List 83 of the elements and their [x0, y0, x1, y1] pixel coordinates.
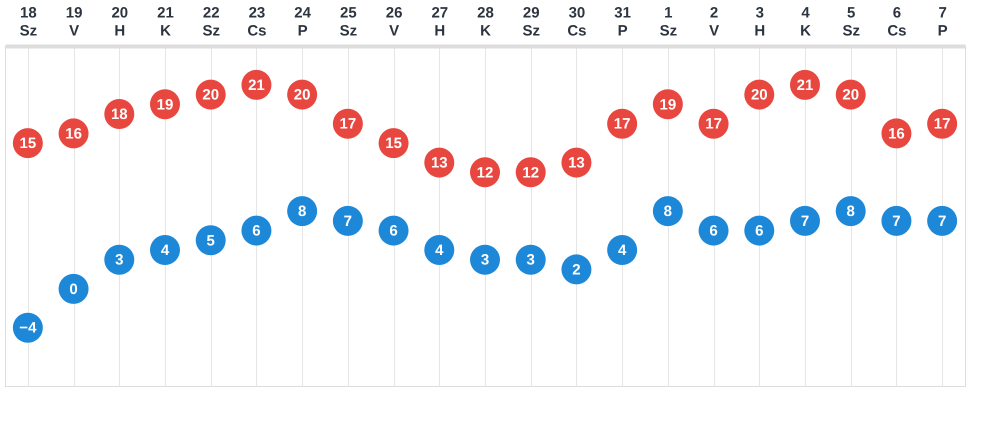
- x-tick-label: 20 H: [111, 4, 128, 40]
- data-label: 2: [572, 261, 581, 278]
- point: [744, 216, 774, 246]
- data-label: 20: [750, 86, 768, 104]
- data-label: 0: [69, 280, 78, 298]
- data-label: 4: [160, 242, 170, 259]
- x-tick-label: 18 Sz: [20, 4, 38, 40]
- x-tick-label: 6 Cs: [887, 4, 907, 40]
- point: [241, 216, 272, 246]
- data-label: 20: [842, 86, 860, 104]
- point: [104, 244, 134, 275]
- x-tick-label: 1 Sz: [660, 4, 678, 40]
- x-tick-label: 2 V: [709, 4, 720, 40]
- point: [927, 206, 958, 236]
- data-label: 17: [614, 116, 630, 133]
- data-label: 6: [755, 222, 764, 240]
- data-label: −4: [19, 320, 38, 337]
- data-label: 3: [526, 252, 535, 269]
- data-label: 15: [20, 135, 36, 152]
- data-label: 19: [156, 96, 174, 114]
- data-label: 20: [202, 86, 220, 104]
- data-label: 20: [294, 86, 310, 104]
- point: [607, 235, 638, 265]
- data-label: 17: [934, 116, 950, 133]
- point: [516, 244, 546, 275]
- data-label: 8: [846, 203, 855, 220]
- x-tick-label: 27 H: [431, 4, 448, 40]
- point: [150, 235, 180, 265]
- data-label: 6: [252, 222, 261, 240]
- point: [561, 254, 592, 284]
- x-tick-label: 31 P: [614, 4, 631, 40]
- data-label: 6: [389, 222, 398, 240]
- data-label: 6: [709, 222, 718, 240]
- data-label: 12: [476, 164, 494, 182]
- point: [332, 206, 363, 236]
- point: [470, 244, 500, 275]
- x-tick-label: 30 Cs: [567, 4, 587, 40]
- point: [287, 196, 318, 226]
- data-label: 15: [385, 135, 402, 152]
- data-label: 7: [800, 212, 810, 230]
- x-tick-label: 25 Sz: [340, 4, 358, 40]
- data-label: 8: [664, 203, 672, 220]
- x-tick-label: 7 P: [938, 4, 948, 40]
- data-label: 7: [892, 212, 901, 230]
- data-label: 8: [298, 203, 306, 220]
- data-label: 18: [110, 106, 128, 123]
- x-tick-label: 28 K: [477, 4, 494, 40]
- point: [652, 196, 683, 226]
- point: [196, 225, 226, 256]
- point: [424, 235, 454, 265]
- point: [58, 274, 89, 304]
- point: [836, 196, 866, 226]
- point: [881, 206, 912, 236]
- data-label: 3: [115, 252, 124, 269]
- x-tick-label: 3 H: [754, 4, 766, 40]
- data-label: 19: [660, 96, 676, 114]
- data-label: 17: [340, 116, 356, 133]
- x-tick-label: 22 Sz: [202, 4, 220, 40]
- point: [790, 206, 820, 236]
- point: [698, 216, 729, 246]
- data-label: 3: [480, 252, 490, 269]
- data-label: 4: [435, 242, 444, 259]
- data-label: 16: [888, 125, 905, 142]
- data-label: 7: [344, 212, 352, 230]
- x-tick-label: 23 Cs: [247, 4, 267, 40]
- x-tick-label: 21 K: [157, 4, 174, 40]
- x-tick-label: 26 V: [386, 4, 402, 40]
- x-tick-label: 24 P: [294, 4, 312, 40]
- data-label: 13: [430, 154, 448, 172]
- data-label: 17: [705, 116, 722, 133]
- data-label: 12: [522, 164, 540, 182]
- data-label: 21: [248, 76, 265, 94]
- data-label: 7: [938, 212, 946, 230]
- data-label: 4: [618, 242, 627, 259]
- x-tick-label: 19 V: [66, 4, 82, 40]
- data-label: 16: [65, 125, 82, 142]
- x-tick-label: 5 Sz: [842, 4, 860, 40]
- data-label: 13: [568, 154, 585, 172]
- data-label: 21: [796, 76, 814, 94]
- x-tick-label: 29 Sz: [522, 4, 540, 40]
- point: [378, 216, 409, 246]
- data-label: 5: [206, 232, 215, 250]
- x-tick-label: 4 K: [800, 4, 812, 40]
